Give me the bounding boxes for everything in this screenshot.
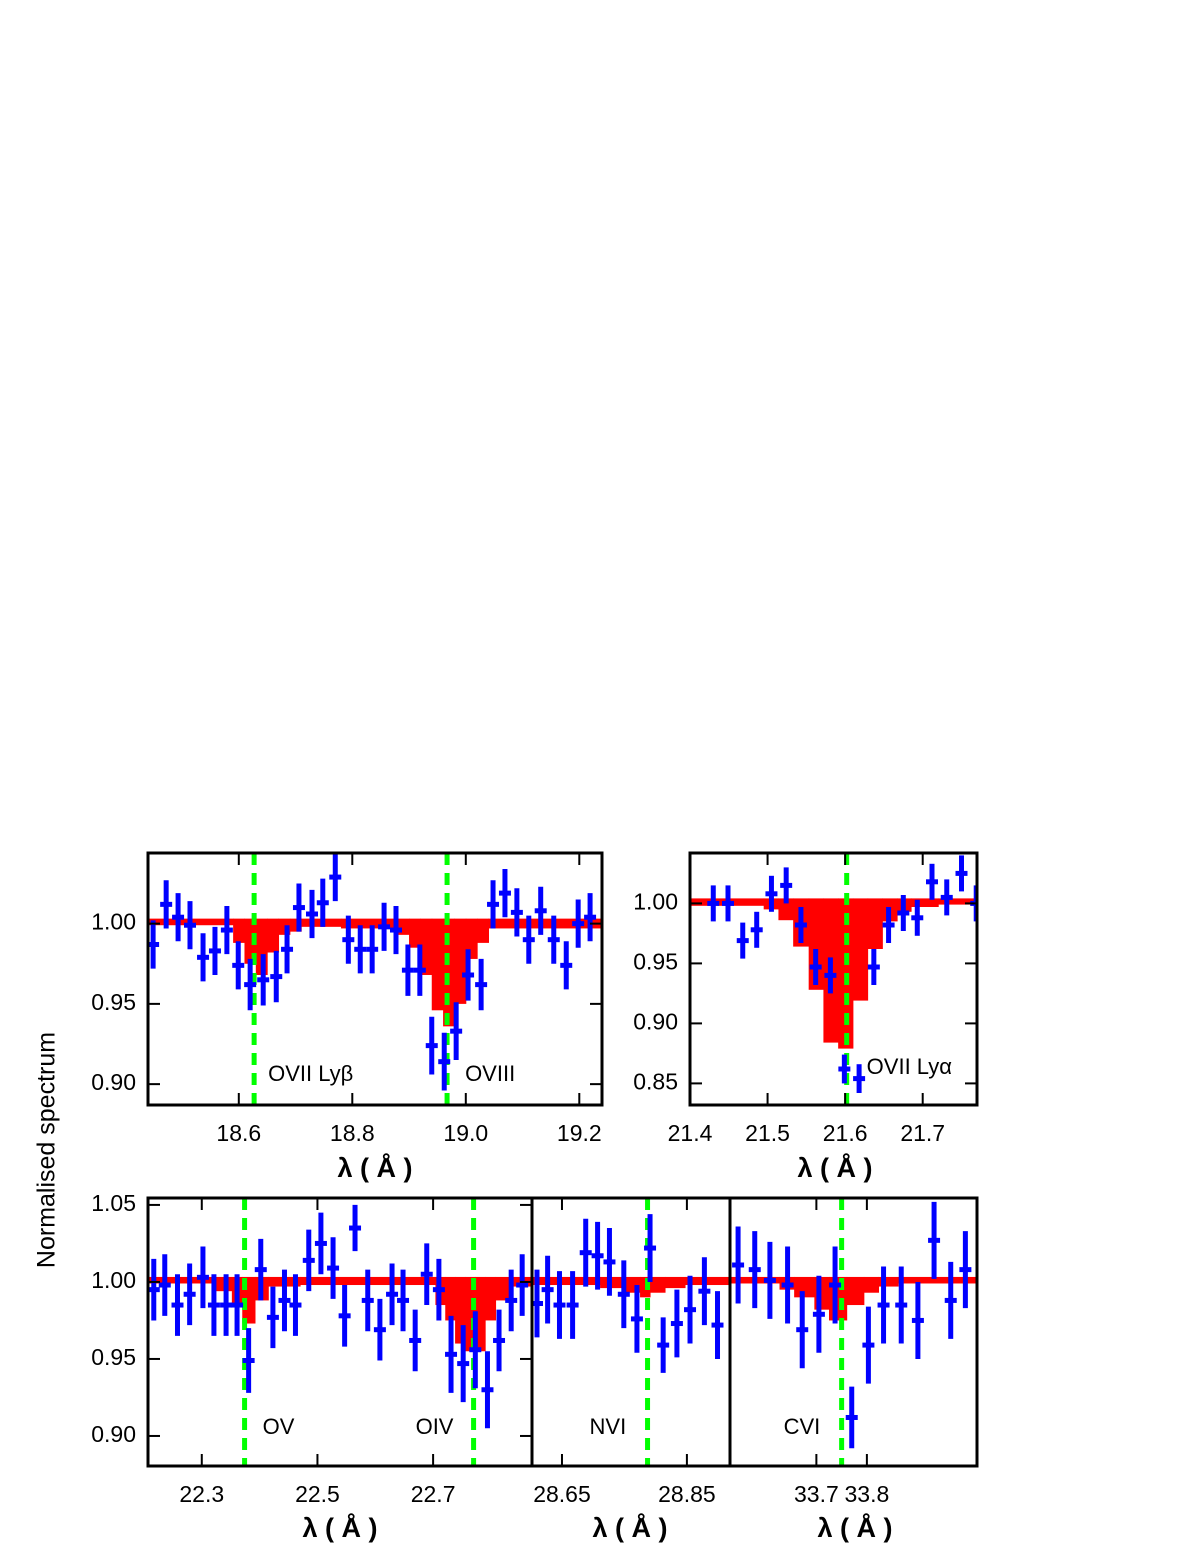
model-bin — [289, 918, 302, 932]
plot-area — [730, 1198, 977, 1466]
line-label: OVII Lyβ — [268, 1061, 353, 1086]
line-label: CVI — [784, 1414, 821, 1439]
model-bin — [665, 1276, 686, 1289]
y-tick-label: 0.95 — [91, 989, 136, 1015]
y-tick-label: 0.90 — [91, 1421, 136, 1447]
y-tick-label: 0.90 — [633, 1008, 678, 1034]
model-bin — [255, 918, 268, 975]
x-tick-label: 18.8 — [330, 1120, 375, 1146]
model-bin — [465, 918, 478, 959]
plot-area — [148, 1198, 532, 1466]
model-bin — [846, 1276, 865, 1306]
line-label: OVIII — [465, 1061, 515, 1086]
model-bin — [867, 898, 883, 949]
y-tick-label: 1.00 — [91, 1267, 136, 1293]
plot-frame — [146, 851, 604, 1107]
plot-frame — [688, 851, 979, 1107]
model-bin — [431, 918, 444, 1011]
x-tick-label: 21.6 — [823, 1120, 868, 1146]
y-tick-label: 1.00 — [633, 888, 678, 914]
x-axis-label: λ ( Å ) — [592, 1512, 667, 1543]
model-bin — [938, 898, 977, 905]
line-label: OVII Lyα — [867, 1054, 953, 1079]
plot-area — [532, 1198, 730, 1466]
y-tick-label: 0.85 — [633, 1068, 678, 1094]
model-bin — [863, 1276, 880, 1293]
plot-area — [690, 853, 977, 1105]
model-bin — [397, 918, 410, 935]
line-label: OV — [263, 1414, 295, 1439]
model-bin — [911, 898, 939, 907]
x-tick-label: 21.4 — [668, 1120, 713, 1146]
model-bin — [852, 898, 869, 1001]
x-tick-label: 33.8 — [845, 1481, 890, 1507]
model-bin — [443, 918, 455, 1027]
plot-frame — [728, 1196, 979, 1468]
y-tick-label: 0.95 — [91, 1344, 136, 1370]
model-bin — [485, 1276, 497, 1321]
y-tick-label: 0.90 — [91, 1069, 136, 1095]
model-bin — [278, 918, 291, 935]
model-bin — [244, 918, 257, 964]
model-bin — [778, 898, 794, 921]
model-bin — [420, 918, 433, 975]
line-label: OIV — [416, 1414, 454, 1439]
model-bin — [148, 1276, 216, 1284]
model-bin — [477, 918, 489, 943]
x-tick-label: 21.7 — [900, 1120, 945, 1146]
model-bin — [600, 1276, 626, 1289]
x-axis-label: λ ( Å ) — [337, 1152, 412, 1183]
model-bin — [898, 1276, 977, 1284]
y-tick-label: 1.00 — [91, 909, 136, 935]
x-axis-label: λ ( Å ) — [302, 1512, 377, 1543]
x-tick-label: 33.7 — [794, 1481, 839, 1507]
model-bin — [455, 1276, 466, 1344]
model-bin — [465, 1276, 476, 1352]
x-tick-label: 22.3 — [179, 1481, 224, 1507]
model-bin — [340, 918, 399, 929]
line-label: NVI — [590, 1414, 627, 1439]
x-tick-label: 28.85 — [658, 1481, 716, 1507]
x-tick-label: 18.6 — [216, 1120, 261, 1146]
x-tick-label: 19.0 — [443, 1120, 488, 1146]
model-bin — [685, 1276, 730, 1286]
model-bin — [488, 918, 602, 929]
y-axis-label: Normalised spectrum — [33, 1032, 61, 1268]
model-bin — [650, 1276, 666, 1293]
model-bin — [475, 1276, 486, 1352]
model-bin — [532, 1276, 601, 1286]
plot-area — [148, 853, 602, 1105]
model-bin — [445, 1276, 456, 1321]
x-tick-label: 28.65 — [533, 1481, 591, 1507]
model-bin — [267, 918, 280, 953]
model-bin — [454, 918, 467, 1004]
x-tick-label: 21.5 — [745, 1120, 790, 1146]
x-axis-label: λ ( Å ) — [797, 1152, 872, 1183]
y-tick-label: 1.05 — [91, 1190, 136, 1216]
model-bin — [794, 1276, 815, 1298]
x-axis-label: λ ( Å ) — [817, 1512, 892, 1543]
model-bin — [495, 1276, 512, 1301]
model-bin — [233, 918, 245, 943]
x-tick-label: 22.5 — [295, 1481, 340, 1507]
x-tick-label: 19.2 — [557, 1120, 602, 1146]
model-bin — [878, 1276, 899, 1287]
model-bin — [409, 918, 421, 948]
y-tick-label: 0.95 — [633, 948, 678, 974]
x-tick-label: 22.7 — [411, 1481, 456, 1507]
